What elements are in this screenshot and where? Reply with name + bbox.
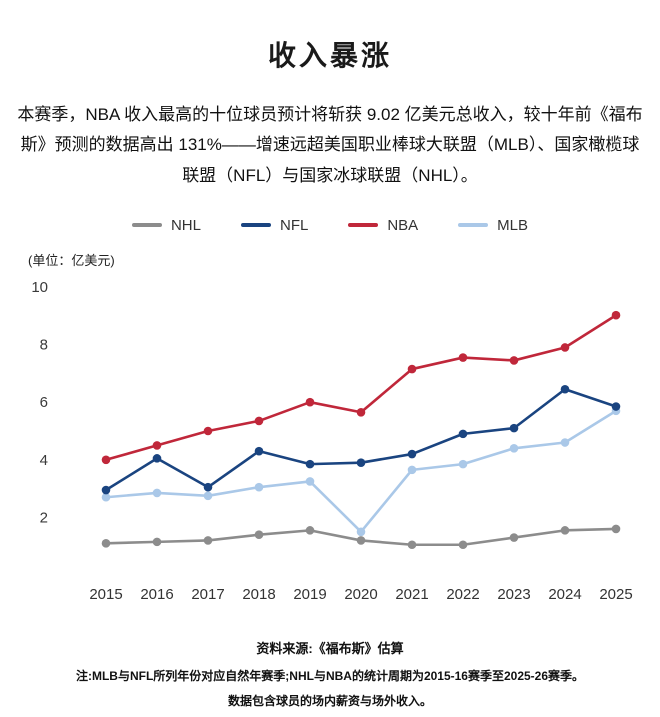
data-point-nba-2018 (254, 416, 264, 425)
data-point-nfl-2017 (203, 482, 213, 492)
data-point-mlb-2018 (254, 482, 264, 492)
data-point-nba-2020 (356, 407, 366, 417)
data-point-mlb-2020 (356, 527, 366, 536)
x-tick-2019: 2019 (293, 586, 326, 603)
data-point-mlb-2023 (509, 443, 519, 453)
x-tick-2017: 2017 (191, 586, 224, 603)
chart-container: 2 4 6 8 10 2015 2016 2017 2018 2019 2020 2021 2022 20… (0, 271, 660, 612)
footnote-1: 注:MLB与NFL所列年份对应自然年赛季;NHL与NBA的统计周期为2015-1… (75, 668, 585, 683)
x-tick-2018: 2018 (242, 586, 275, 603)
x-tick-2020: 2020 (344, 586, 377, 603)
x-tick-2016: 2016 (140, 586, 173, 603)
data-point-nfl-2021 (407, 449, 417, 459)
legend-label-mlb: MLB (497, 216, 529, 234)
data-point-nba-2022 (458, 353, 468, 362)
legend-item-nhl: NHL (131, 216, 201, 234)
legend-item-mlb: MLB (458, 217, 528, 234)
footnote-2: 数据包含球员的场内薪资与场外收入。 (227, 693, 432, 708)
chart-legend: NHL NFL NBA MLB (0, 217, 660, 234)
source-text: 资料来源:《福布斯》估算 (256, 640, 404, 656)
y-tick-2: 2 (40, 509, 48, 526)
legend-label-nhl: NHL (170, 216, 201, 234)
data-point-nhl-2025 (611, 524, 621, 533)
data-point-nfl-2024 (560, 384, 570, 394)
data-point-nfl-2019 (305, 459, 315, 469)
y-tick-8: 8 (40, 336, 48, 353)
data-point-nfl-2020 (356, 458, 366, 467)
data-point-nhl-2018 (254, 530, 264, 539)
data-point-mlb-2016 (152, 488, 162, 497)
legend-swatch-nfl (240, 223, 271, 228)
data-point-nba-2025 (611, 310, 621, 320)
data-point-nfl-2023 (509, 423, 519, 433)
page-title: 收入暴涨 (267, 40, 392, 71)
unit-label: (单位：亿美元) (28, 252, 115, 268)
x-tick-2023: 2023 (497, 586, 530, 603)
data-point-nhl-2017 (203, 535, 213, 545)
series-line-nba (104, 313, 618, 461)
data-point-nba-2016 (152, 440, 162, 450)
legend-item-nba: NBA (348, 217, 418, 234)
data-point-nhl-2019 (305, 525, 315, 535)
revenue-line-chart: 2 4 6 8 10 2015 2016 2017 2018 2019 2020 2021 2022 20… (31, 279, 632, 603)
data-point-nfl-2022 (458, 429, 468, 438)
data-point-mlb-2021 (407, 465, 417, 474)
data-point-nhl-2024 (560, 525, 570, 535)
data-point-nba-2015 (101, 455, 111, 464)
x-tick-2022: 2022 (446, 586, 479, 603)
data-point-nfl-2018 (254, 446, 264, 456)
y-tick-4: 4 (40, 452, 48, 469)
data-point-nba-2023 (509, 355, 519, 365)
y-tick-10: 10 (31, 279, 48, 296)
legend-label-nfl: NFL (279, 216, 309, 234)
data-point-nfl-2016 (152, 453, 162, 463)
data-point-mlb-2022 (458, 459, 468, 469)
data-point-nhl-2020 (356, 535, 366, 545)
legend-swatch-nba (348, 223, 379, 228)
data-point-nba-2021 (407, 364, 417, 374)
legend-item-nfl: NFL (240, 216, 309, 234)
data-point-nba-2017 (203, 426, 213, 436)
series-line-nfl (104, 387, 618, 492)
data-point-nfl-2015 (101, 485, 111, 495)
data-point-mlb-2017 (203, 491, 213, 500)
data-point-nhl-2023 (509, 533, 519, 542)
data-point-nhl-2022 (458, 540, 468, 549)
footer: 资料来源:《福布斯》估算 注:MLB与NFL所列年份对应自然年赛季;NHL与NB… (0, 638, 660, 710)
y-tick-6: 6 (40, 394, 48, 411)
legend-swatch-mlb (458, 223, 489, 228)
data-point-nfl-2025 (611, 401, 621, 411)
data-point-mlb-2024 (560, 437, 570, 447)
legend-swatch-nhl (131, 223, 162, 228)
x-tick-2025: 2025 (599, 586, 632, 603)
data-point-mlb-2019 (305, 476, 315, 486)
data-point-nba-2024 (560, 342, 570, 352)
x-tick-2015: 2015 (89, 586, 122, 603)
x-tick-2024: 2024 (548, 586, 581, 603)
data-point-mlb-2015 (101, 492, 111, 502)
intro-text: 本赛季，NBA 收入最高的十位球员预计将斩获 9.02 亿美元总收入，较十年前《… (17, 105, 643, 185)
data-point-nhl-2016 (152, 537, 162, 546)
legend-label-nba: NBA (387, 216, 419, 234)
data-point-nhl-2021 (407, 540, 417, 549)
x-tick-2021: 2021 (395, 586, 428, 603)
data-point-nhl-2015 (101, 538, 111, 548)
data-point-nba-2019 (305, 397, 315, 407)
